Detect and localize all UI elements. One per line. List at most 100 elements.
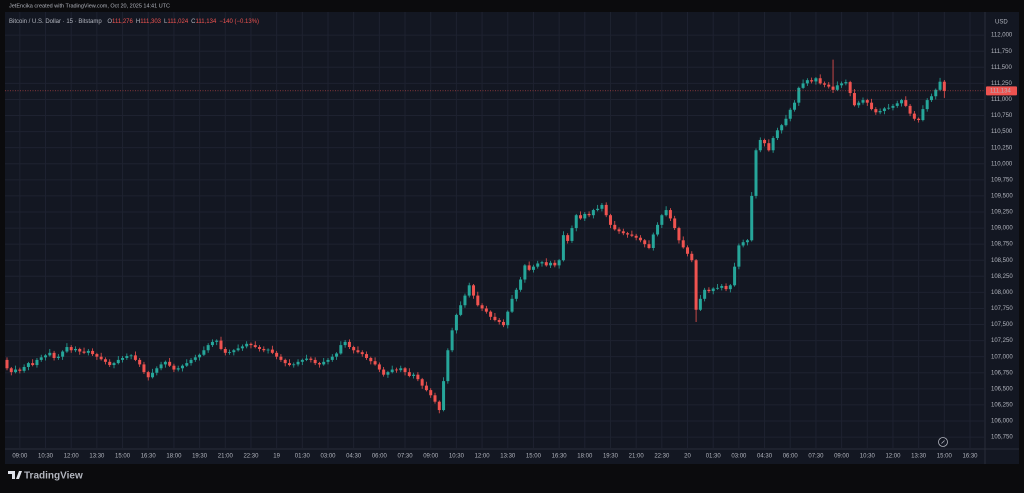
candle-body (317, 363, 321, 365)
candle-body (300, 359, 304, 362)
candle-body (664, 210, 668, 216)
candle-body (416, 374, 420, 380)
y-tick-label: 108,750 (991, 242, 1013, 248)
candle-body (634, 235, 638, 238)
x-tick-label: 09:00 (834, 454, 850, 460)
compass-icon (938, 437, 948, 447)
candle-body (240, 346, 244, 349)
candle-body (604, 204, 608, 216)
y-tick-label: 111,000 (991, 97, 1012, 103)
x-tick-label: 13:30 (89, 454, 105, 460)
candle-body (78, 348, 82, 352)
candle-body (193, 357, 197, 360)
candle-body (219, 340, 223, 349)
candle-body (433, 395, 437, 402)
x-tick-label: 21:00 (629, 454, 645, 460)
candle-body (189, 359, 193, 364)
candle-body (326, 359, 330, 362)
x-tick-label: 16:30 (962, 454, 978, 460)
x-tick-label: 12:00 (475, 454, 491, 460)
candle-body (737, 245, 741, 267)
candle-body (5, 359, 9, 369)
candle-body (784, 118, 788, 126)
candle-body (523, 265, 527, 280)
candle-body (561, 235, 565, 261)
candle-body (912, 113, 916, 119)
x-tick-label: 19:30 (603, 454, 619, 460)
candle-body (501, 321, 505, 326)
candle-body (694, 260, 698, 310)
candle-body (95, 354, 99, 357)
candle-body (305, 358, 309, 360)
candle-body (741, 242, 745, 246)
candle-body (258, 347, 262, 349)
candle-body (703, 289, 707, 299)
candle-body (180, 365, 184, 369)
candle-body (112, 363, 116, 366)
candle-body (668, 210, 672, 219)
candle-body (185, 363, 189, 366)
candle-body (818, 78, 822, 84)
candle-body (313, 359, 317, 364)
candle-body (365, 354, 369, 358)
x-tick-label: 12:00 (64, 454, 80, 460)
candle-body (540, 262, 544, 264)
candle-body (608, 215, 612, 225)
ohlc-value: 111,276 (112, 19, 133, 25)
candle-body (14, 369, 18, 373)
candle-body (467, 285, 471, 296)
candle-body (394, 369, 398, 371)
candle-body (698, 298, 702, 310)
candle-body (330, 356, 334, 360)
grid (5, 12, 985, 448)
x-tick-label: 20 (684, 454, 691, 460)
candle-body (61, 351, 65, 357)
candle-body (904, 100, 908, 106)
x-tick-label: 19:30 (192, 454, 208, 460)
candle-body (44, 355, 48, 358)
candle-body (638, 237, 642, 241)
y-tick-label: 109,750 (991, 177, 1013, 183)
candle-body (715, 287, 719, 289)
candle-body (844, 82, 848, 84)
x-tick-label: 12:00 (885, 454, 901, 460)
x-tick-label: 10:30 (38, 454, 54, 460)
candle-body (429, 390, 433, 396)
y-tick-label: 111,750 (991, 49, 1012, 55)
y-tick-label: 111,250 (991, 81, 1012, 87)
x-tick-label: 03:00 (320, 454, 336, 460)
candle-body (566, 235, 570, 241)
x-tick-label: 09:00 (423, 454, 439, 460)
candle-body (831, 86, 835, 90)
candle-body (382, 369, 386, 375)
candle-body (99, 356, 103, 360)
x-tick-label: 22:30 (243, 454, 259, 460)
candle-body (206, 345, 210, 351)
candle-body (882, 108, 886, 112)
candle-body (574, 215, 578, 229)
candle-body (52, 352, 56, 358)
candle-body (707, 289, 711, 292)
candle-body (168, 361, 172, 366)
candle-body (26, 363, 30, 367)
candle-body (339, 345, 343, 354)
x-tick-label: 18:00 (166, 454, 182, 460)
candle-body (335, 353, 339, 357)
x-tick-label: 01:30 (295, 454, 311, 460)
candle-body (35, 359, 39, 366)
last-price-label: 111,134 (990, 88, 1011, 94)
candle-body (814, 78, 818, 82)
candle-body (39, 357, 43, 360)
candle-body (454, 314, 458, 331)
candle-body (536, 263, 540, 267)
candle-body (587, 213, 591, 216)
candle-body (656, 224, 660, 235)
candle-body (407, 372, 411, 376)
x-tick-label: 03:00 (731, 454, 747, 460)
candle-body (356, 350, 360, 353)
y-tick-label: 106,000 (991, 419, 1013, 425)
x-tick-label: 16:30 (552, 454, 568, 460)
candles (5, 59, 985, 414)
candle-body (544, 262, 548, 266)
